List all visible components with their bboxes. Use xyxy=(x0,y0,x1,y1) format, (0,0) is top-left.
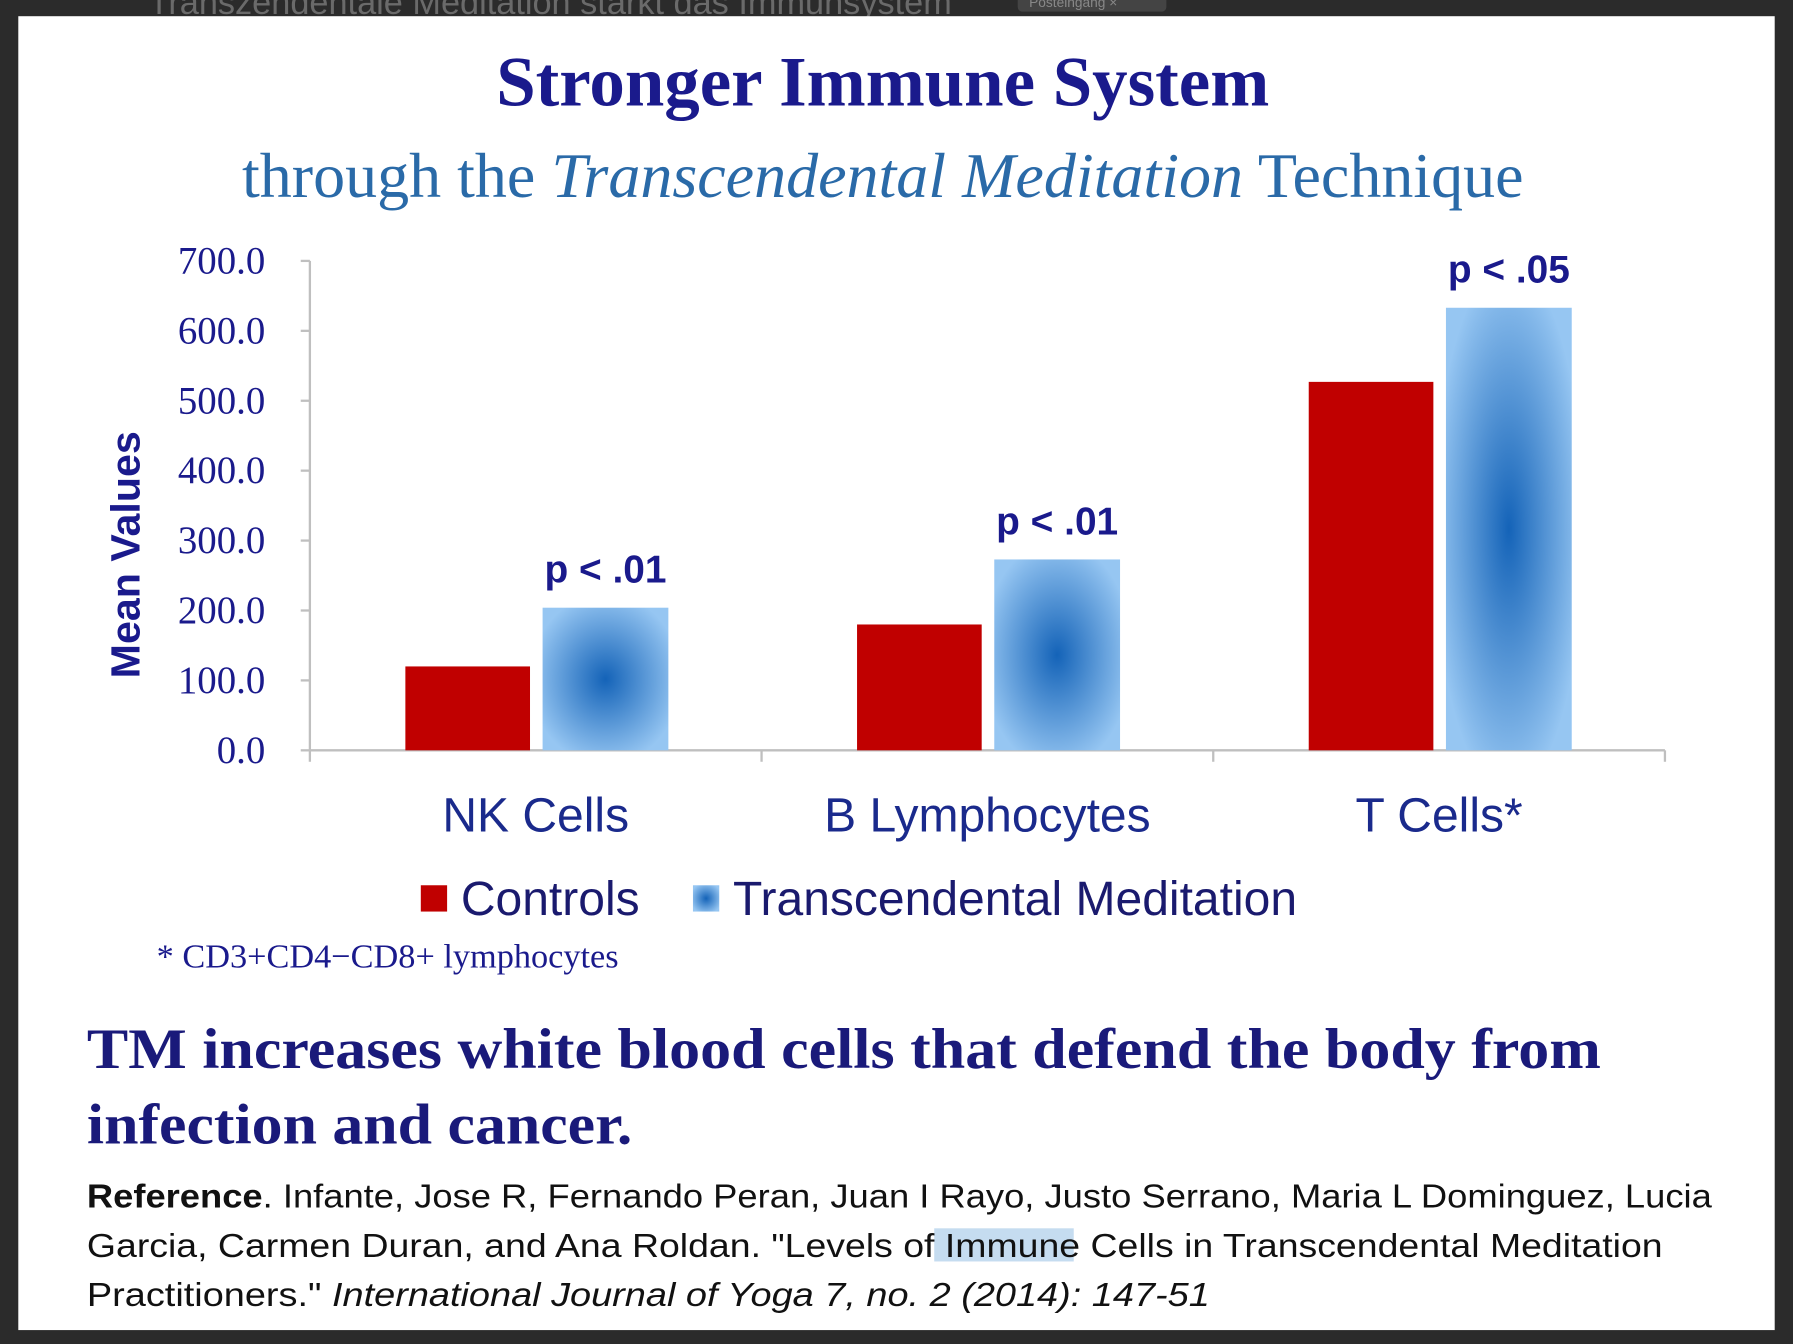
y-tick-label: 300.0 xyxy=(178,519,265,562)
y-axis-label: Mean Values xyxy=(103,431,149,678)
x-tick-label: NK Cells xyxy=(442,790,629,843)
annotation: p < .01 xyxy=(996,500,1118,543)
y-tick-label: 400.0 xyxy=(178,449,265,492)
y-tick-label: 700.0 xyxy=(178,239,265,282)
reference-text: Cells in Transcendental Meditation xyxy=(1080,1228,1663,1265)
y-tick-label: 600.0 xyxy=(178,309,265,352)
search-highlight xyxy=(934,1228,1074,1262)
subtitle-italic: Transcendental Meditation xyxy=(551,140,1243,211)
plot: 0.0 100.0 200.0 300.0 400.0 500.0 600.0 700.0 NK… xyxy=(178,239,1667,926)
x-tick-label: T Cells* xyxy=(1355,790,1522,843)
annotation: p < .05 xyxy=(1448,249,1570,292)
reference-line: Garcia, Carmen Duran, and Ana Roldan. "L… xyxy=(87,1228,1663,1265)
tag[interactable]: Posteingang × xyxy=(1029,0,1117,10)
annotation: p < .01 xyxy=(544,549,666,592)
reference-highlight: Immune xyxy=(945,1228,1080,1265)
chart-title: Stronger Immune System xyxy=(496,43,1269,121)
reference-line: Practitioners." International Journal of… xyxy=(87,1277,1210,1314)
y-tick-label: 100.0 xyxy=(178,659,265,702)
y-tick-label: 200.0 xyxy=(178,589,265,632)
takeaway-line: infection and cancer. xyxy=(87,1094,632,1157)
legend-label: Transcendental Meditation xyxy=(733,873,1297,926)
reference-text: Practitioners." xyxy=(87,1277,332,1314)
legend-label: Controls xyxy=(461,873,640,926)
footnote: * CD3+CD4−CD8+ lymphocytes xyxy=(157,938,619,976)
bar xyxy=(1308,381,1434,751)
bar xyxy=(1445,307,1572,751)
subtitle-part: through the xyxy=(242,140,551,211)
y-tick-label: 500.0 xyxy=(178,379,265,422)
reference-label: Reference xyxy=(87,1179,263,1216)
reference-text: Garcia, Carmen Duran, and Ana Roldan. "L… xyxy=(87,1228,945,1265)
legend-swatch xyxy=(692,885,720,912)
x-tick-label: B Lymphocytes xyxy=(824,790,1150,843)
bar xyxy=(857,624,982,751)
bar xyxy=(405,666,531,751)
subtitle-part: Technique xyxy=(1243,140,1524,211)
reference-journal: International Journal of Yoga 7, no. 2 (… xyxy=(332,1277,1210,1314)
y-tick-label: 0.0 xyxy=(217,729,266,772)
tag-box xyxy=(1017,0,1167,12)
takeaway-line: TM increases white blood cells that defe… xyxy=(87,1018,1601,1081)
chart-subtitle: through the Transcendental Meditation Te… xyxy=(242,140,1524,211)
bar xyxy=(994,559,1121,751)
reference-line: Reference. Infante, Jose R, Fernando Per… xyxy=(87,1179,1713,1216)
bar xyxy=(542,607,669,751)
legend-swatch xyxy=(420,885,448,912)
reference-text: . Infante, Jose R, Fernando Peran, Juan … xyxy=(263,1179,1713,1216)
